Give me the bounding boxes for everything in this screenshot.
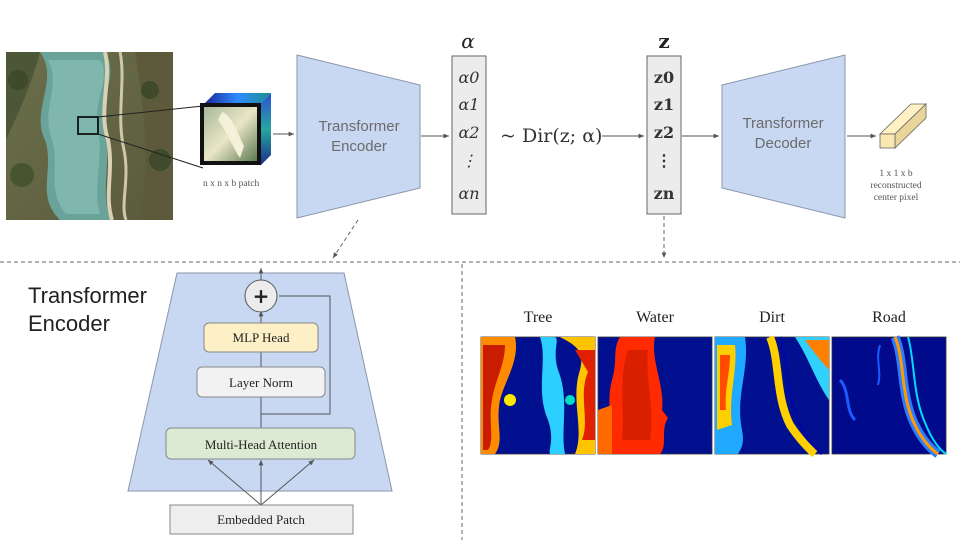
add-symbol: + [253, 284, 270, 308]
layer-norm-label: Layer Norm [229, 375, 293, 390]
z-header: z [658, 29, 669, 53]
output-label-line2: reconstructed [870, 181, 921, 191]
map-label-tree: Tree [524, 309, 553, 326]
alpha-item-2: α2 [459, 123, 480, 142]
alpha-item-1: α1 [459, 95, 480, 114]
alpha-item-3: ⋮ [461, 151, 477, 170]
encoder-zoom-connector [332, 219, 359, 259]
alpha-vector-box [451, 55, 487, 215]
patch-cube [200, 93, 271, 165]
satellite-image [6, 51, 173, 221]
dirichlet-label: ~ Dir(z; α) [500, 125, 602, 147]
z-item-3: ⋮ [656, 151, 672, 170]
layer-norm-box [196, 366, 326, 398]
patch-label: n x n x b patch [203, 179, 259, 189]
output-label-line3: center pixel [874, 193, 919, 203]
decoder-label-line2: Decoder [755, 135, 812, 152]
output-pixel-bar [879, 103, 927, 149]
alpha-vector-items: α0 α1 α2 ⋮ αn [458, 68, 479, 203]
abundance-map-water [597, 336, 713, 455]
alpha-item-4: αn [458, 184, 479, 203]
abundance-map-labels: Tree Water Dirt Road [524, 309, 906, 326]
abundance-maps [480, 335, 947, 458]
z-item-4: zn [654, 184, 675, 203]
z-item-1: z1 [654, 95, 674, 114]
z-vector-items: z0 z1 z2 ⋮ zn [654, 68, 675, 203]
z-vector-box [646, 55, 682, 215]
abundance-map-road [831, 335, 947, 458]
transformer-decoder-block [721, 54, 846, 219]
z-item-2: z2 [654, 123, 674, 142]
map-label-dirt: Dirt [759, 309, 785, 326]
z-item-0: z0 [654, 68, 674, 87]
encoder-detail-title-line2: Encoder [28, 311, 110, 336]
mlp-head-label: MLP Head [233, 330, 290, 345]
multi-head-attention-box [165, 427, 356, 460]
embedded-patch-label: Embedded Patch [217, 512, 305, 527]
output-label-line1: 1 x 1 x b [879, 169, 913, 179]
alpha-header: α [461, 29, 475, 53]
transformer-encoder-block [296, 54, 421, 219]
abundance-map-dirt [714, 335, 830, 458]
add-node [244, 279, 278, 313]
abundance-map-tree [480, 336, 596, 455]
alpha-item-0: α0 [459, 68, 480, 87]
encoder-detail-title-line1: Transformer [28, 283, 147, 308]
multi-head-attention-label: Multi-Head Attention [205, 437, 318, 452]
encoder-label-line1: Transformer [318, 118, 399, 135]
embedded-patch-box [169, 504, 354, 535]
mlp-head-box [203, 322, 319, 353]
map-label-water: Water [636, 309, 674, 326]
map-label-road: Road [872, 309, 906, 326]
decoder-label-line1: Transformer [742, 115, 823, 132]
encoder-label-line2: Encoder [331, 138, 387, 155]
